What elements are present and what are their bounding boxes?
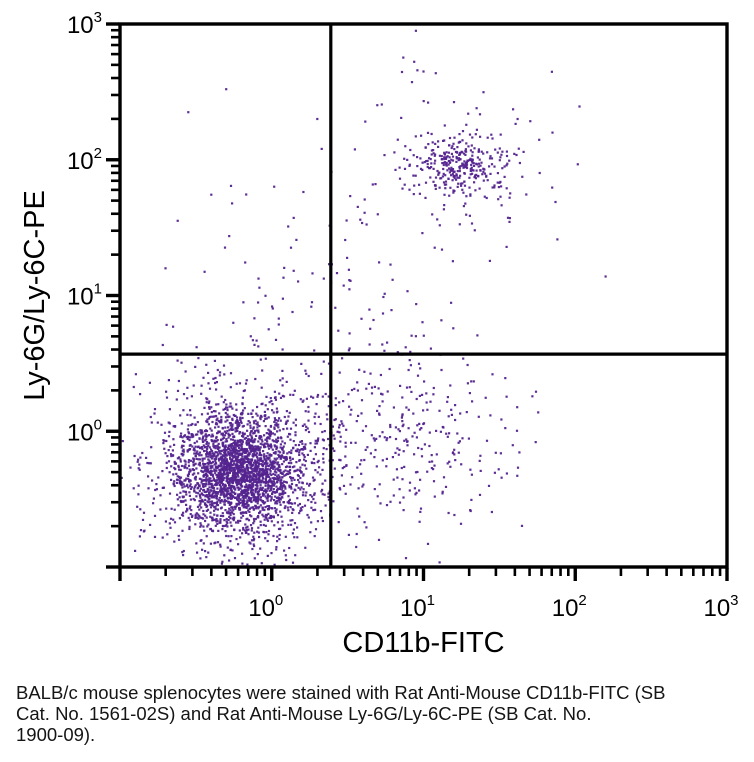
tick-label: 103	[67, 9, 102, 39]
figure-caption: BALB/c mouse splenocytes were stained wi…	[16, 682, 666, 745]
flow-cytometry-plot: 100 101 102 103 100 101 102 103 CD11b-FITC Ly-6G/…	[19, 9, 739, 659]
quadrant-gate-lines	[120, 24, 727, 567]
axis-titles: CD11b-FITC Ly-6G/Ly-6C-PE	[19, 190, 505, 659]
y-axis-ticks	[106, 22, 119, 569]
plot-frame	[118, 22, 729, 569]
y-axis-label: Ly-6G/Ly-6C-PE	[19, 190, 51, 401]
scatter-points	[120, 29, 607, 566]
x-axis-tick-labels: 100 101 102 103	[248, 592, 738, 622]
tick-label: 100	[248, 592, 283, 622]
tick-label: 102	[552, 592, 587, 622]
tick-label: 103	[703, 592, 738, 622]
tick-label: 100	[67, 416, 102, 446]
tick-label: 101	[67, 281, 102, 311]
tick-label: 102	[67, 145, 102, 175]
tick-label: 101	[400, 592, 435, 622]
dot-plot-svg: 100 101 102 103 100 101 102 103 CD11b-FITC Ly-6G/…	[19, 9, 739, 659]
x-axis-label: CD11b-FITC	[342, 627, 504, 659]
y-axis-tick-labels: 100 101 102 103	[67, 9, 102, 446]
x-axis-ticks	[118, 568, 729, 581]
